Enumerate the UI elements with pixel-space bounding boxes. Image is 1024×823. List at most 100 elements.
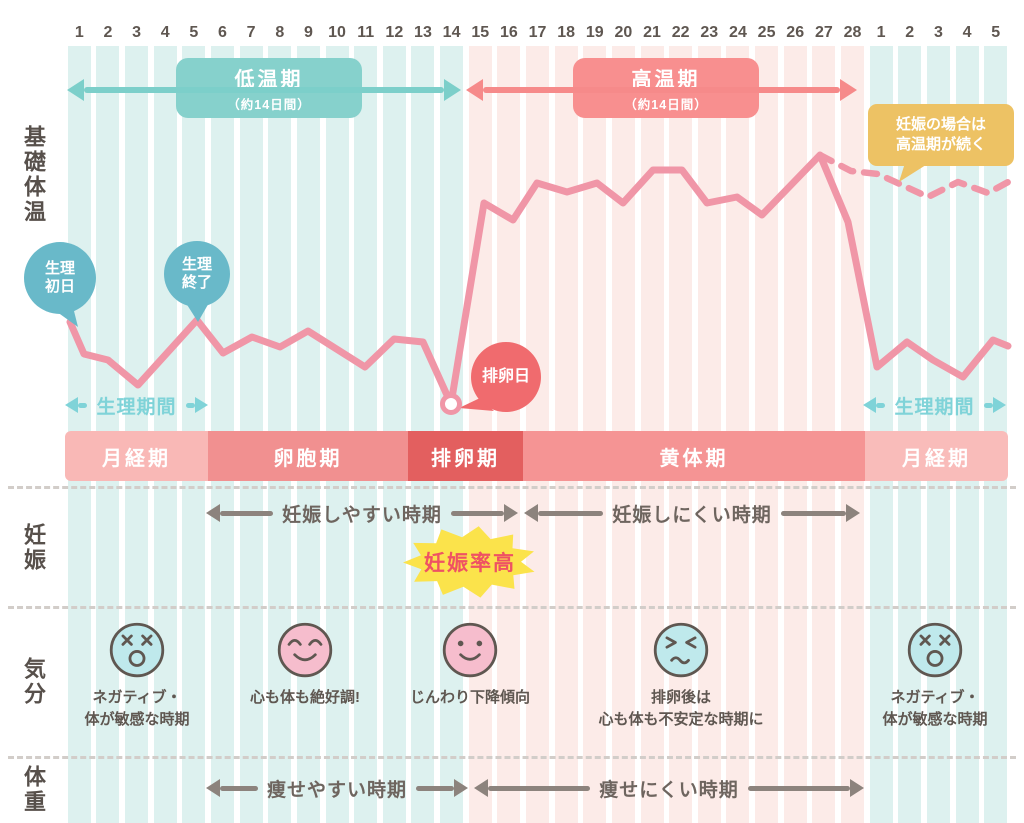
ovulation-label: 排卵日 (481, 368, 530, 385)
burst-star (403, 526, 535, 598)
row-separator (8, 756, 1016, 759)
day-number: 5 (189, 24, 199, 41)
day-number: 13 (414, 24, 432, 41)
day-number: 23 (700, 24, 719, 41)
infertile-arrow-label: 妊娠しにくい時期 (612, 504, 772, 526)
period-range-right-right-head (992, 397, 1006, 413)
burst-label: 妊娠率高 (424, 552, 516, 575)
mood-caption: じんわり下降傾向 (410, 687, 530, 709)
day-number: 20 (614, 24, 633, 41)
period-range-left-label: 生理期間 (96, 396, 177, 418)
phase-segment: 黄体期 (523, 431, 865, 481)
mood-face-icon (109, 622, 165, 678)
phase-segment: 月経期 (65, 431, 208, 481)
mood-face-shock (107, 620, 167, 685)
day-number: 7 (246, 24, 256, 41)
easy-weight-arrow: 痩せやすい時期 (206, 779, 469, 801)
easy-weight-arrow-line (416, 785, 455, 791)
day-number: 25 (757, 24, 776, 41)
day-number: 8 (275, 24, 285, 41)
infertile-arrow: 妊娠しにくい時期 (524, 504, 860, 526)
row-separator (8, 606, 1016, 609)
period-range-left-left-head (65, 397, 78, 413)
mood-caption-line: じんわり下降傾向 (409, 689, 531, 706)
hard-weight-arrow-left-head (474, 779, 488, 797)
mood-caption: 心も体も絶好調! (250, 687, 360, 709)
day-number: 21 (643, 24, 661, 41)
fertile-arrow-line (450, 510, 504, 516)
infertile-arrow-line (538, 510, 604, 516)
ovulation-bubble: 排卵日 (471, 342, 541, 412)
mood-caption-line: 体が敏感な時期 (882, 711, 988, 728)
hard-weight-arrow-label: 痩せにくい時期 (599, 779, 739, 801)
day-number: 3 (132, 24, 142, 41)
period-range-right-line (876, 402, 886, 408)
infertile-arrow-line (780, 510, 846, 516)
day-number: 11 (357, 24, 375, 41)
low-temp-arrow-line (84, 87, 444, 93)
day-number: 18 (557, 24, 576, 41)
pregnancy-note: 妊娠の場合は 高温期が続く (868, 104, 1014, 166)
easy-weight-arrow-right-head (454, 779, 469, 797)
day-number: 6 (218, 24, 227, 41)
period-end-line1: 生理 (181, 256, 212, 273)
high-temp-arrow-right-head (840, 79, 857, 101)
fertile-arrow-line (220, 510, 274, 516)
day-number: 15 (471, 24, 490, 41)
day-number: 28 (843, 24, 862, 41)
ovulation-tail (459, 398, 494, 411)
ovulation-marker (440, 393, 462, 415)
day-number: 1 (74, 24, 84, 41)
day-number: 27 (814, 24, 833, 41)
easy-weight-arrow-line (220, 785, 258, 791)
fertile-arrow-left-head (206, 504, 220, 522)
hard-weight-arrow: 痩せにくい時期 (474, 779, 864, 801)
high-temp-arrow (466, 79, 857, 101)
fertile-arrow-right-head (504, 504, 518, 522)
mood-caption: ネガティブ・ 体が敏感な時期 (882, 687, 987, 731)
high-temp-arrow-line (483, 87, 840, 93)
period-start-line2: 初日 (44, 278, 75, 295)
low-temp-title: 低温期 (234, 69, 304, 91)
easy-weight-arrow-left-head (206, 779, 220, 797)
pregnancy-note-line1: 妊娠の場合は (895, 116, 986, 133)
fertile-arrow: 妊娠しやすい時期 (206, 504, 518, 526)
mood-caption-line: 排卵後は (650, 689, 712, 706)
pregnancy-label: 妊娠 (21, 523, 46, 573)
mood-face-icon (277, 622, 333, 678)
mood-face-icon (653, 622, 709, 678)
mood-caption: 排卵後は心も体も不安定な時期に (598, 687, 763, 731)
hard-weight-arrow-line (747, 785, 850, 791)
infertile-arrow-right-head (846, 504, 860, 522)
weight-label: 体重 (21, 765, 46, 815)
low-temp-sub: （約14日間） (227, 98, 311, 112)
mood-caption: ネガティブ・ 体が敏感な時期 (84, 687, 189, 731)
hard-weight-arrow-line (488, 785, 591, 791)
day-number: 5 (991, 24, 1001, 41)
day-number: 17 (528, 24, 547, 41)
mood-face-content (440, 620, 500, 685)
hard-weight-arrow-right-head (850, 779, 864, 797)
period-range-left-line (78, 402, 88, 408)
burst-star-shape (403, 526, 535, 598)
day-number: 19 (585, 24, 604, 41)
day-number: 2 (905, 24, 915, 41)
day-number: 22 (671, 24, 690, 41)
period-end-bubble: 生理 終了 (164, 241, 230, 307)
day-number: 4 (160, 24, 170, 41)
infertile-arrow-left-head (524, 504, 538, 522)
mood-face-icon (907, 622, 963, 678)
mood-face-icon (442, 622, 498, 678)
mood-face-shock (905, 620, 965, 685)
high-temp-title: 高温期 (631, 69, 701, 91)
day-number: 16 (499, 24, 518, 41)
fertile-arrow-label: 妊娠しやすい時期 (282, 504, 442, 526)
mood-face-wince (651, 620, 711, 685)
mood-caption-line: 心も体も不安定な時期に (598, 711, 764, 728)
mood-face-happy (275, 620, 335, 685)
period-range-right: 生理期間 (863, 397, 1006, 418)
low-temp-arrow (67, 79, 461, 101)
day-number: 12 (385, 24, 404, 41)
low-temp-arrow-right-head (444, 79, 461, 101)
